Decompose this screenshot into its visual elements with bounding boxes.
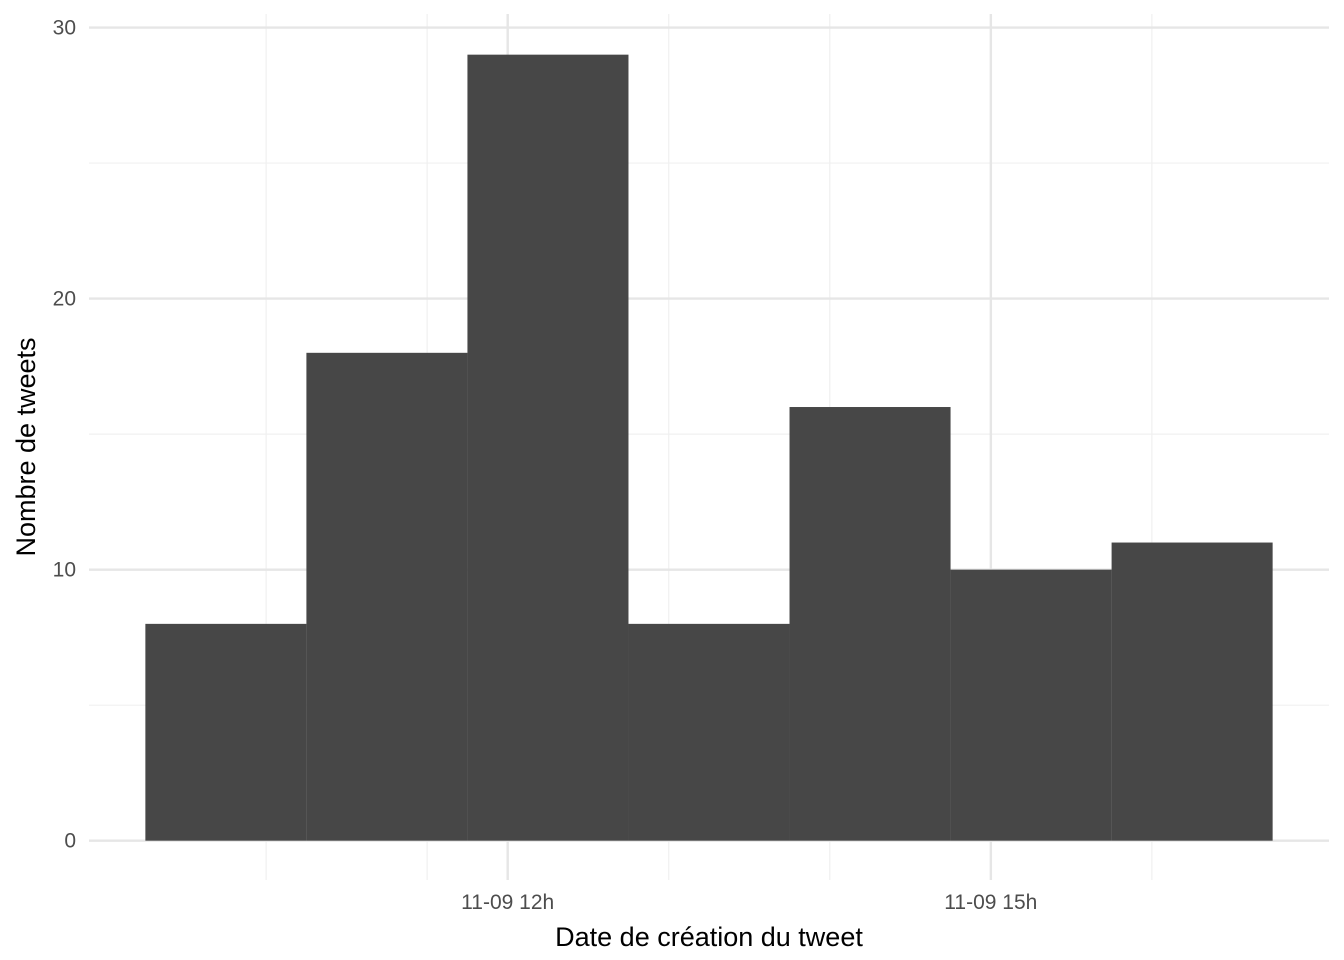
histogram-bars xyxy=(145,54,1273,841)
histogram-bar xyxy=(306,352,468,841)
histogram-bar xyxy=(467,54,629,841)
x-axis-tick-labels: 11-09 12h 11-09 15h xyxy=(461,891,1037,914)
histogram-bar xyxy=(1111,542,1273,841)
histogram-bar xyxy=(145,623,307,841)
x-tick-label: 11-09 12h xyxy=(461,891,554,914)
y-tick-label: 20 xyxy=(53,288,76,311)
histogram-bar xyxy=(789,407,951,841)
y-tick-label: 10 xyxy=(53,559,76,582)
y-tick-label: 30 xyxy=(53,17,76,40)
x-tick-label: 11-09 15h xyxy=(944,891,1037,914)
x-axis-title: Date de création du tweet xyxy=(555,922,863,952)
y-axis-title: Nombre de tweets xyxy=(11,337,41,556)
histogram-bar xyxy=(628,623,790,841)
y-axis-tick-labels: 0 10 20 30 xyxy=(53,17,76,853)
histogram-bar xyxy=(950,569,1112,841)
y-tick-label: 0 xyxy=(64,830,76,853)
